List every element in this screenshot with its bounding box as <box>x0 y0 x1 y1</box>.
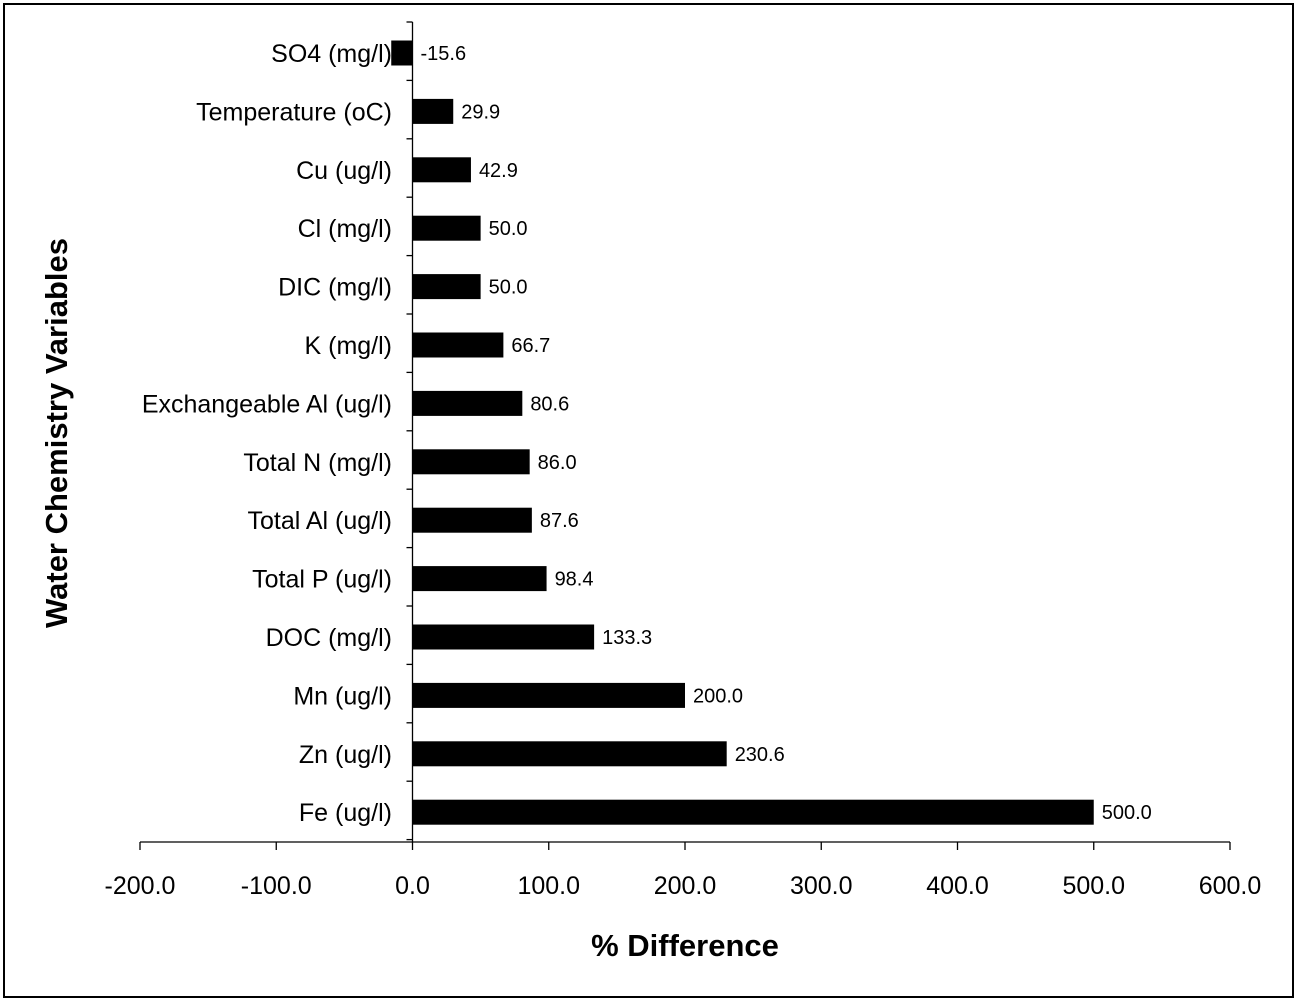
data-label: 50.0 <box>489 218 528 240</box>
bar <box>412 799 1094 825</box>
category-labels: SO4 (mg/l) Temperature (oC) Cu (ug/l) Cl (m… <box>142 40 392 827</box>
bar <box>412 157 471 183</box>
data-label: 80.6 <box>530 393 569 415</box>
category-label: Temperature (oC) <box>196 98 392 126</box>
data-label: 86.0 <box>538 452 577 474</box>
data-label: 50.0 <box>489 277 528 299</box>
y-axis-title: Water Chemistry Variables <box>39 238 74 628</box>
bar <box>412 449 530 475</box>
data-label: 66.7 <box>511 335 550 357</box>
x-tick-label: 600.0 <box>1199 872 1262 900</box>
data-label: 230.6 <box>735 744 785 766</box>
bar <box>412 332 504 358</box>
x-tick-label: -100.0 <box>241 872 312 900</box>
category-label: DOC (mg/l) <box>266 624 392 652</box>
x-tick-label: -200.0 <box>105 872 176 900</box>
x-tick-label: 0.0 <box>395 872 430 900</box>
data-label: 500.0 <box>1102 802 1152 824</box>
bars <box>391 40 1094 825</box>
data-labels: -15.6 29.9 42.9 50.0 50.0 66.7 80.6 86.0 87.6 98.… <box>421 43 1152 824</box>
bar <box>412 682 685 708</box>
x-tick-label: 200.0 <box>654 872 717 900</box>
x-tick-label: 300.0 <box>790 872 853 900</box>
data-label: 200.0 <box>693 685 743 707</box>
category-label: Total N (mg/l) <box>243 449 392 477</box>
bar <box>412 274 481 300</box>
bar <box>412 566 547 592</box>
bar <box>412 215 481 241</box>
bar <box>412 98 454 124</box>
category-label: K (mg/l) <box>305 332 393 360</box>
data-label: -15.6 <box>421 43 467 65</box>
bar <box>391 40 413 66</box>
chart-frame <box>3 3 1294 998</box>
category-label: Cu (ug/l) <box>296 157 392 185</box>
category-label: Fe (ug/l) <box>299 799 392 827</box>
category-label: DIC (mg/l) <box>278 274 392 302</box>
axes: -200.0 -100.0 0.0 100.0 200.0 300.0 400.0 500.0… <box>105 21 1262 900</box>
x-tick-label: 400.0 <box>926 872 989 900</box>
data-label: 42.9 <box>479 160 518 182</box>
data-label: 29.9 <box>461 101 500 123</box>
category-label: Mn (ug/l) <box>293 682 392 710</box>
category-label: Exchangeable Al (ug/l) <box>142 390 392 418</box>
bar <box>412 390 523 416</box>
x-axis-title: % Difference <box>591 928 779 963</box>
category-label: Total Al (ug/l) <box>247 507 392 535</box>
category-label: Cl (mg/l) <box>298 215 392 243</box>
data-label: 133.3 <box>602 627 652 649</box>
data-label: 87.6 <box>540 510 579 532</box>
bar <box>412 741 727 767</box>
x-tick-label: 500.0 <box>1062 872 1125 900</box>
category-label: SO4 (mg/l) <box>271 40 392 68</box>
x-tick-label: 100.0 <box>517 872 580 900</box>
bar <box>412 507 532 533</box>
data-label: 98.4 <box>555 569 594 591</box>
category-label: Zn (ug/l) <box>299 741 392 769</box>
category-label: Total P (ug/l) <box>252 566 392 594</box>
bar <box>412 624 595 650</box>
